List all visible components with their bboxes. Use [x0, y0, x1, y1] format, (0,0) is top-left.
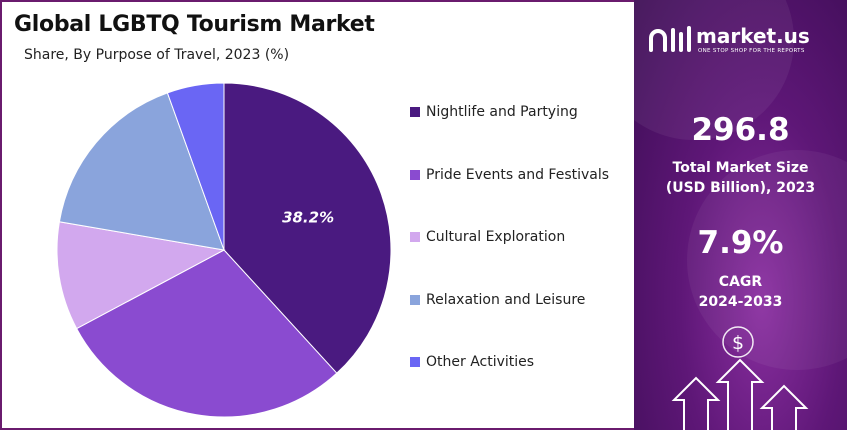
pie-slice-cultural-exploration [56, 221, 226, 330]
legend-swatch [410, 294, 420, 305]
currency-symbol: $ [732, 332, 744, 354]
market-size-label-1: Total Market Size [672, 160, 809, 176]
legend-item: Other Activities [410, 352, 609, 372]
cagr-label-2: 2024-2033 [698, 294, 783, 310]
market-us-logo-icon [649, 26, 691, 52]
legend-label: Other Activities [426, 354, 535, 370]
legend-item: Relaxation and Leisure [410, 290, 609, 310]
brand-name: market.us [696, 24, 810, 48]
pie-slice-pride-events-and-festivals [75, 249, 338, 418]
pie-slice-other-activities [166, 82, 225, 251]
legend-swatch [410, 357, 420, 367]
cagr-label-1: CAGR [718, 274, 763, 290]
pie-slice-nightlife-and-partying [223, 82, 392, 374]
brand-tagline: ONE STOP SHOP FOR THE REPORTS [698, 48, 805, 54]
growth-arrows-icon: $ [671, 326, 809, 430]
brand: market.us ONE STOP SHOP FOR THE REPORTS [648, 22, 838, 56]
market-size-value: 296.8 [691, 112, 790, 148]
legend-item: Pride Events and Festivals [410, 165, 609, 185]
pie-slice-relaxation-and-leisure [58, 92, 225, 251]
pie-data-label: 38.2% [282, 208, 334, 226]
chart-title: Global LGBTQ Tourism Market [14, 12, 375, 37]
chart-subtitle: Share, By Purpose of Travel, 2023 (%) [24, 47, 290, 63]
market-size-label-2: (USD Billion), 2023 [665, 180, 816, 196]
pie-chart: 38.2% [56, 82, 392, 418]
chart-legend: Nightlife and Partying Pride Events and F… [410, 102, 609, 415]
legend-label: Nightlife and Partying [426, 104, 578, 120]
legend-label: Relaxation and Leisure [426, 291, 586, 308]
legend-item: Nightlife and Partying [410, 102, 609, 122]
legend-item: Cultural Exploration [410, 227, 609, 247]
chart-panel: Global LGBTQ Tourism Market Share, By Pu… [0, 0, 634, 430]
legend-swatch [410, 169, 420, 180]
legend-label: Pride Events and Festivals [426, 166, 610, 183]
legend-label: Cultural Exploration [426, 229, 566, 245]
summary-panel: market.us ONE STOP SHOP FOR THE REPORTS … [634, 0, 847, 430]
legend-swatch [410, 107, 420, 117]
legend-swatch [410, 232, 420, 242]
cagr-value: 7.9% [697, 225, 784, 261]
